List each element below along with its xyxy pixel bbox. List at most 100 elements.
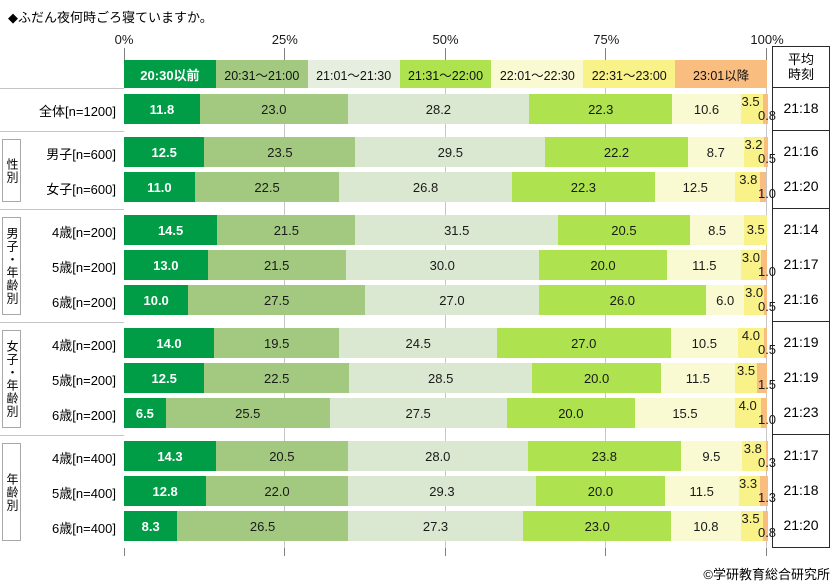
- bar-segment: [766, 441, 769, 471]
- average-time-value: 21:23: [783, 404, 819, 420]
- axis-tick: [766, 48, 767, 60]
- axis-tick: [605, 548, 607, 556]
- bar-segment: 28.0: [347, 441, 528, 471]
- bar-value-label: 3.5: [737, 363, 756, 378]
- bar-segment: 22.5: [204, 363, 350, 393]
- stacked-bar: 14.3 20.5 28.0 23.8 9.5 3.8 0.3: [124, 441, 776, 471]
- bar-segment: 20.0: [538, 250, 668, 280]
- group-label: 男子・年齢別: [2, 217, 21, 315]
- axis-tick: [766, 548, 767, 556]
- average-time-box: 21:14 21:17 21:16: [772, 208, 830, 322]
- bar-segment: 20.0: [532, 363, 661, 393]
- bar-segment: 10.6: [672, 94, 741, 124]
- bar-value-label: 3.5: [746, 222, 765, 237]
- bar-segment: 8.5: [689, 215, 745, 245]
- bar-value-label: 3.5: [741, 94, 760, 109]
- bar-segment: [759, 476, 769, 506]
- bar-segment: [738, 328, 764, 358]
- bars-area: 14.3 20.5 28.0 23.8 9.5 3.8 0.3 12.8 22.0 29.3 20.…: [124, 435, 776, 548]
- stacked-bar: 10.0 27.5 27.0 26.0 6.0 3.0 0.5: [124, 285, 776, 315]
- bar-segment: 26.5: [177, 511, 348, 541]
- bar-value-label: 4.0: [738, 398, 757, 413]
- bar-segment: 9.5: [680, 441, 742, 471]
- bar-segment: 22.3: [529, 94, 673, 124]
- legend: 20:30以前 20:31～21:00 21:01～21:30 21:31～22:00…: [124, 60, 768, 88]
- bar-segment: [740, 511, 764, 541]
- legend-item: 21:01～21:30: [307, 60, 400, 88]
- average-time-value: 21:19: [783, 334, 819, 350]
- bar-segment: 26.8: [339, 172, 512, 202]
- bar-value-label: 1.0: [757, 186, 777, 201]
- bar-segment: 28.5: [349, 363, 533, 393]
- group-label: 年齢別: [2, 443, 21, 541]
- average-time-value: 21:20: [783, 178, 819, 194]
- legend-item: 20:30以前: [124, 60, 216, 88]
- bar-segment: 20.0: [536, 476, 665, 506]
- chart-footer-axis-row: [0, 548, 832, 556]
- row-label: 4歳[n=200]: [52, 337, 116, 353]
- bar-segment: 20.0: [506, 398, 636, 428]
- stacked-bar: 12.8 22.0 29.3 20.0 11.5 3.3 1.3: [124, 476, 776, 506]
- stacked-bar: 11.0 22.5 26.8 22.3 12.5 3.8 1.0: [124, 172, 776, 202]
- chart-group: 年齢別 4歳[n=400] 5歳[n=400] 6歳[n=400] 14.3 20.5 28…: [0, 434, 832, 548]
- bar-segment: [734, 363, 758, 393]
- bar-segment: 14.3: [124, 441, 216, 471]
- bar-segment: 11.5: [660, 363, 735, 393]
- row-label: 6歳[n=400]: [52, 520, 116, 536]
- axis-tick-label: 75%: [593, 32, 620, 47]
- bar-segment: 22.2: [545, 137, 688, 167]
- stacked-bar: 14.0 19.5 24.5 27.0 10.5 4.0 0.5: [124, 328, 776, 358]
- bar-segment: 24.5: [339, 328, 497, 358]
- bars-area: 12.5 23.5 29.5 22.2 8.7 3.2 0.5 11.0 22.5 26.8 22.…: [124, 131, 776, 209]
- bar-segment: [744, 215, 767, 245]
- bar-segment: 27.0: [496, 328, 671, 358]
- axis-tick: [444, 548, 446, 556]
- legend-item: 22:31～23:00: [583, 60, 676, 88]
- bar-segment: 12.5: [124, 137, 205, 167]
- average-time-box: 21:17 21:18 21:20: [772, 434, 830, 548]
- legend-item: 23:01以降: [675, 60, 768, 88]
- average-time-value: 21:18: [783, 482, 819, 498]
- chart-header-row: 0% 25% 50% 75% 100% 20:30以前 20:31～21:00 21:01～…: [0, 32, 832, 88]
- bar-segment: [741, 250, 761, 280]
- bar-segment: 8.3: [124, 511, 178, 541]
- x-axis-labels: 0% 25% 50% 75% 100%: [115, 32, 784, 48]
- row-label: 全体[n=1200]: [39, 103, 116, 119]
- bar-segment: 11.5: [667, 250, 742, 280]
- row-label: 5歳[n=200]: [52, 259, 116, 275]
- bar-value-label: 1.0: [757, 264, 777, 279]
- average-time-box: 21:16 21:20: [772, 130, 830, 209]
- gridline: [766, 131, 767, 209]
- bar-segment: [759, 172, 767, 202]
- stacked-bar: 12.5 23.5 29.5 22.2 8.7 3.2 0.5: [124, 137, 776, 167]
- bar-segment: 8.7: [687, 137, 744, 167]
- bar-value-label: 3.8: [743, 441, 762, 456]
- bar-segment: 10.5: [670, 328, 739, 358]
- bar-segment: 11.0: [124, 172, 195, 202]
- bars-area: 11.8 23.0 28.2 22.3 10.6 3.5 0.8: [124, 88, 776, 131]
- average-time-value: 21:17: [783, 256, 819, 272]
- bar-segment: [735, 172, 760, 202]
- bar-segment: 20.5: [558, 215, 690, 245]
- bar-segment: [760, 398, 767, 428]
- bar-segment: [741, 441, 767, 471]
- bar-segment: [757, 363, 767, 393]
- chart-group: 男子・年齢別 4歳[n=200] 5歳[n=200] 6歳[n=200] 14.5 21.…: [0, 208, 832, 322]
- chart-body: 全体[n=1200] 11.8 23.0 28.2 22.3 10.6 3.5 0.8 21:1…: [0, 87, 832, 548]
- row-label: 5歳[n=400]: [52, 485, 116, 501]
- group-label-area: 女子・年齢別 4歳[n=200] 5歳[n=200] 6歳[n=200]: [0, 322, 124, 435]
- group-label: 女子・年齢別: [2, 330, 21, 428]
- bar-segment: 27.0: [365, 285, 539, 315]
- bar-value-label: 3.2: [744, 137, 763, 152]
- average-time-value: 21:20: [783, 517, 819, 533]
- bar-value-label: 0.8: [757, 525, 777, 540]
- bar-segment: 23.0: [523, 511, 672, 541]
- bar-value-label: 1.0: [757, 412, 777, 427]
- bar-value-label: 0.5: [757, 342, 777, 357]
- axis-tick-label: 100%: [750, 32, 784, 47]
- bar-segment: [763, 285, 767, 315]
- average-time-value: 21:16: [783, 291, 819, 307]
- bar-segment: 22.5: [194, 172, 340, 202]
- x-axis-ticks-bottom: [124, 548, 767, 556]
- stacked-bar: 13.0 21.5 30.0 20.0 11.5 3.0 1.0: [124, 250, 776, 280]
